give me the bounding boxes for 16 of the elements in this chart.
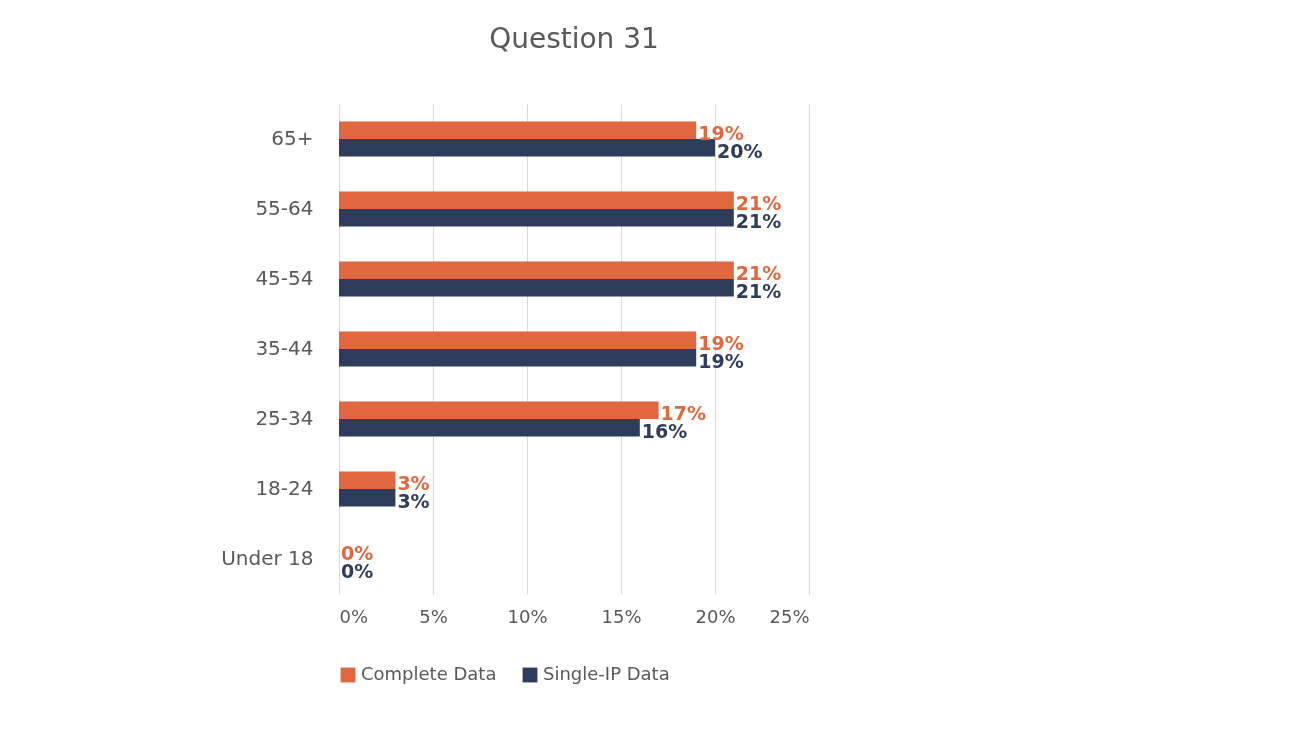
legend-label: Single-IP Data [543, 663, 670, 684]
y-tick-label: 35-44 [255, 336, 314, 360]
y-tick-label: 65+ [271, 126, 314, 150]
y-tick-label: 45-54 [255, 266, 314, 290]
x-tick-label: 25% [769, 605, 810, 627]
y-tick-label: 18-24 [255, 476, 314, 500]
y-tick-label: 25-34 [255, 406, 314, 430]
x-tick-label: 5% [419, 605, 448, 627]
x-tick-label: 10% [507, 605, 548, 627]
y-tick-label: Under 18 [221, 546, 314, 570]
x-tick-label: 15% [601, 605, 642, 627]
x-tick-label: 0% [339, 605, 369, 627]
x-tick-label: 20% [695, 605, 736, 627]
legend-label: Complete Data [361, 663, 497, 684]
y-tick-label: 55-64 [255, 196, 314, 220]
chart-title: Question 31 [489, 22, 659, 55]
